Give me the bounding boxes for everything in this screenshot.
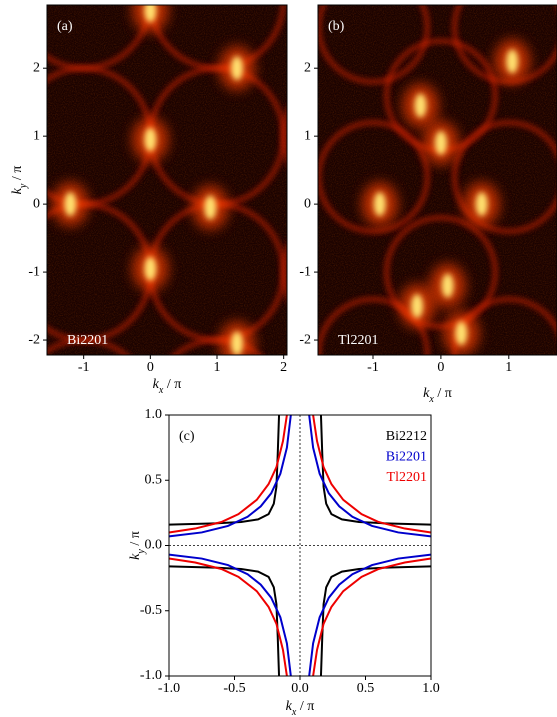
label-symbol: k (153, 377, 160, 392)
map-arc (384, 215, 498, 329)
map-arc (281, 245, 287, 300)
panel-annotation: (a) (57, 19, 73, 34)
panel-annotation: (b) (328, 19, 345, 34)
label-unit: / π (163, 377, 181, 392)
panel: Tl2201 -1 0 1 -2 -1 0 1 2 kx / π (b) (299, 4, 557, 405)
map-arc (318, 297, 430, 355)
map-arc (318, 5, 430, 84)
y-tick-label: 2 (33, 60, 40, 75)
y-tick-label: 0.5 (145, 472, 163, 487)
map-spot (231, 331, 243, 355)
y-tick-label: -0.5 (140, 603, 162, 618)
x-tick-label: 0 (147, 360, 154, 375)
y-axis-label: ky / π (10, 166, 29, 195)
map-spot (144, 127, 157, 152)
y-tick-label: 1.0 (145, 407, 163, 422)
label-symbol: k (286, 699, 293, 714)
map-spot (434, 130, 447, 155)
y-tick-label: -2 (299, 332, 311, 347)
fermi-surface-line (168, 414, 432, 677)
label-symbol: k (128, 553, 143, 560)
sample-label: Bi2201 (67, 333, 108, 348)
map-spot (373, 192, 386, 217)
x-tick-label: 0.0 (291, 681, 309, 696)
x-tick-label: 0.5 (357, 681, 375, 696)
label-unit: / π (434, 386, 452, 401)
x-tick-label: 1.0 (422, 681, 440, 696)
y-tick-label: 0.0 (145, 538, 163, 553)
x-tick-label: -1.0 (158, 681, 180, 696)
x-tick-label: 2 (280, 360, 287, 375)
map-arc (281, 109, 287, 164)
map-spot (144, 5, 157, 23)
label-subscript: x (291, 707, 297, 717)
fermi-surface-line (168, 414, 432, 677)
legend-entry: Tl2201 (387, 470, 427, 485)
x-tick-label: 1 (505, 360, 512, 375)
label-symbol: k (10, 187, 25, 194)
x-axis-label: kx / π (423, 386, 452, 405)
label-subscript: x (158, 385, 164, 396)
x-tick-label: -1 (78, 360, 90, 375)
x-axis-label: kx / π (153, 377, 182, 396)
x-tick-label: 0 (437, 360, 444, 375)
y-tick-label: 0 (304, 196, 311, 211)
y-tick-label: 1 (33, 128, 40, 143)
x-tick-label: 1 (214, 360, 221, 375)
legend-entry: Bi2201 (386, 450, 427, 465)
map-arc (452, 120, 557, 234)
map-spot (441, 273, 454, 298)
y-tick-label: 0 (33, 196, 40, 211)
intensity-map (318, 5, 557, 355)
panel: Bi2212 Bi2201 Tl2201 -1.0 -0.5 0.0 0.5 1.0 -1.0 -… (128, 407, 440, 717)
x-tick-label: -1 (367, 360, 379, 375)
x-tick-label: -0.5 (223, 681, 245, 696)
y-tick-label: -1 (28, 264, 40, 279)
x-axis-label: kx / π (286, 699, 315, 717)
map-spot (455, 321, 468, 346)
y-tick-label: 2 (304, 60, 311, 75)
map-spot (414, 93, 427, 118)
label-subscript: y (18, 183, 29, 189)
panel-annotation: (c) (179, 429, 195, 444)
y-tick-label: -2 (28, 332, 40, 347)
label-unit: / π (128, 531, 143, 549)
plot-frame (317, 4, 557, 356)
sample-label: Tl2201 (338, 333, 378, 348)
map-spot (144, 256, 157, 281)
map-arc (47, 5, 153, 71)
map-arc (148, 5, 286, 71)
map-spot (411, 294, 424, 319)
y-tick-label: 1 (304, 128, 311, 143)
map-spot (506, 49, 519, 74)
intensity-map (47, 5, 287, 355)
label-unit: / π (10, 166, 25, 184)
y-tick-label: -1.0 (140, 668, 162, 683)
plot-frame (46, 4, 288, 356)
map-spot (475, 192, 488, 217)
map-arc (452, 297, 557, 355)
map-spot (204, 195, 217, 220)
y-tick-label: -1 (299, 264, 311, 279)
label-unit: / π (296, 699, 314, 714)
label-subscript: y (136, 549, 147, 555)
y-axis-label: ky / π (128, 531, 147, 560)
map-spot (231, 56, 243, 81)
label-subscript: x (428, 394, 434, 405)
fermi-surface-line (168, 414, 432, 677)
map-arc (318, 120, 430, 234)
map-spot (64, 192, 77, 217)
label-symbol: k (423, 386, 430, 401)
legend-entry: Bi2212 (386, 429, 427, 444)
